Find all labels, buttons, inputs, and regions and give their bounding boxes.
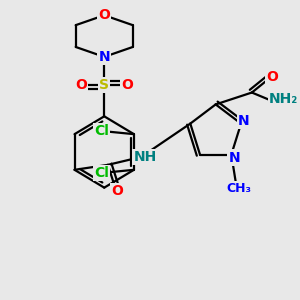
- Text: O: O: [266, 70, 278, 84]
- Text: O: O: [112, 184, 123, 198]
- Text: O: O: [98, 8, 110, 22]
- Text: O: O: [75, 78, 87, 92]
- Text: Cl: Cl: [94, 166, 109, 180]
- Text: N: N: [238, 114, 250, 128]
- Text: Cl: Cl: [94, 124, 109, 138]
- Text: CH₃: CH₃: [226, 182, 251, 195]
- Text: O: O: [121, 78, 133, 92]
- Text: N: N: [98, 50, 110, 64]
- Text: S: S: [99, 78, 109, 92]
- Text: NH: NH: [134, 150, 157, 164]
- Text: NH₂: NH₂: [269, 92, 298, 106]
- Text: N: N: [228, 151, 240, 165]
